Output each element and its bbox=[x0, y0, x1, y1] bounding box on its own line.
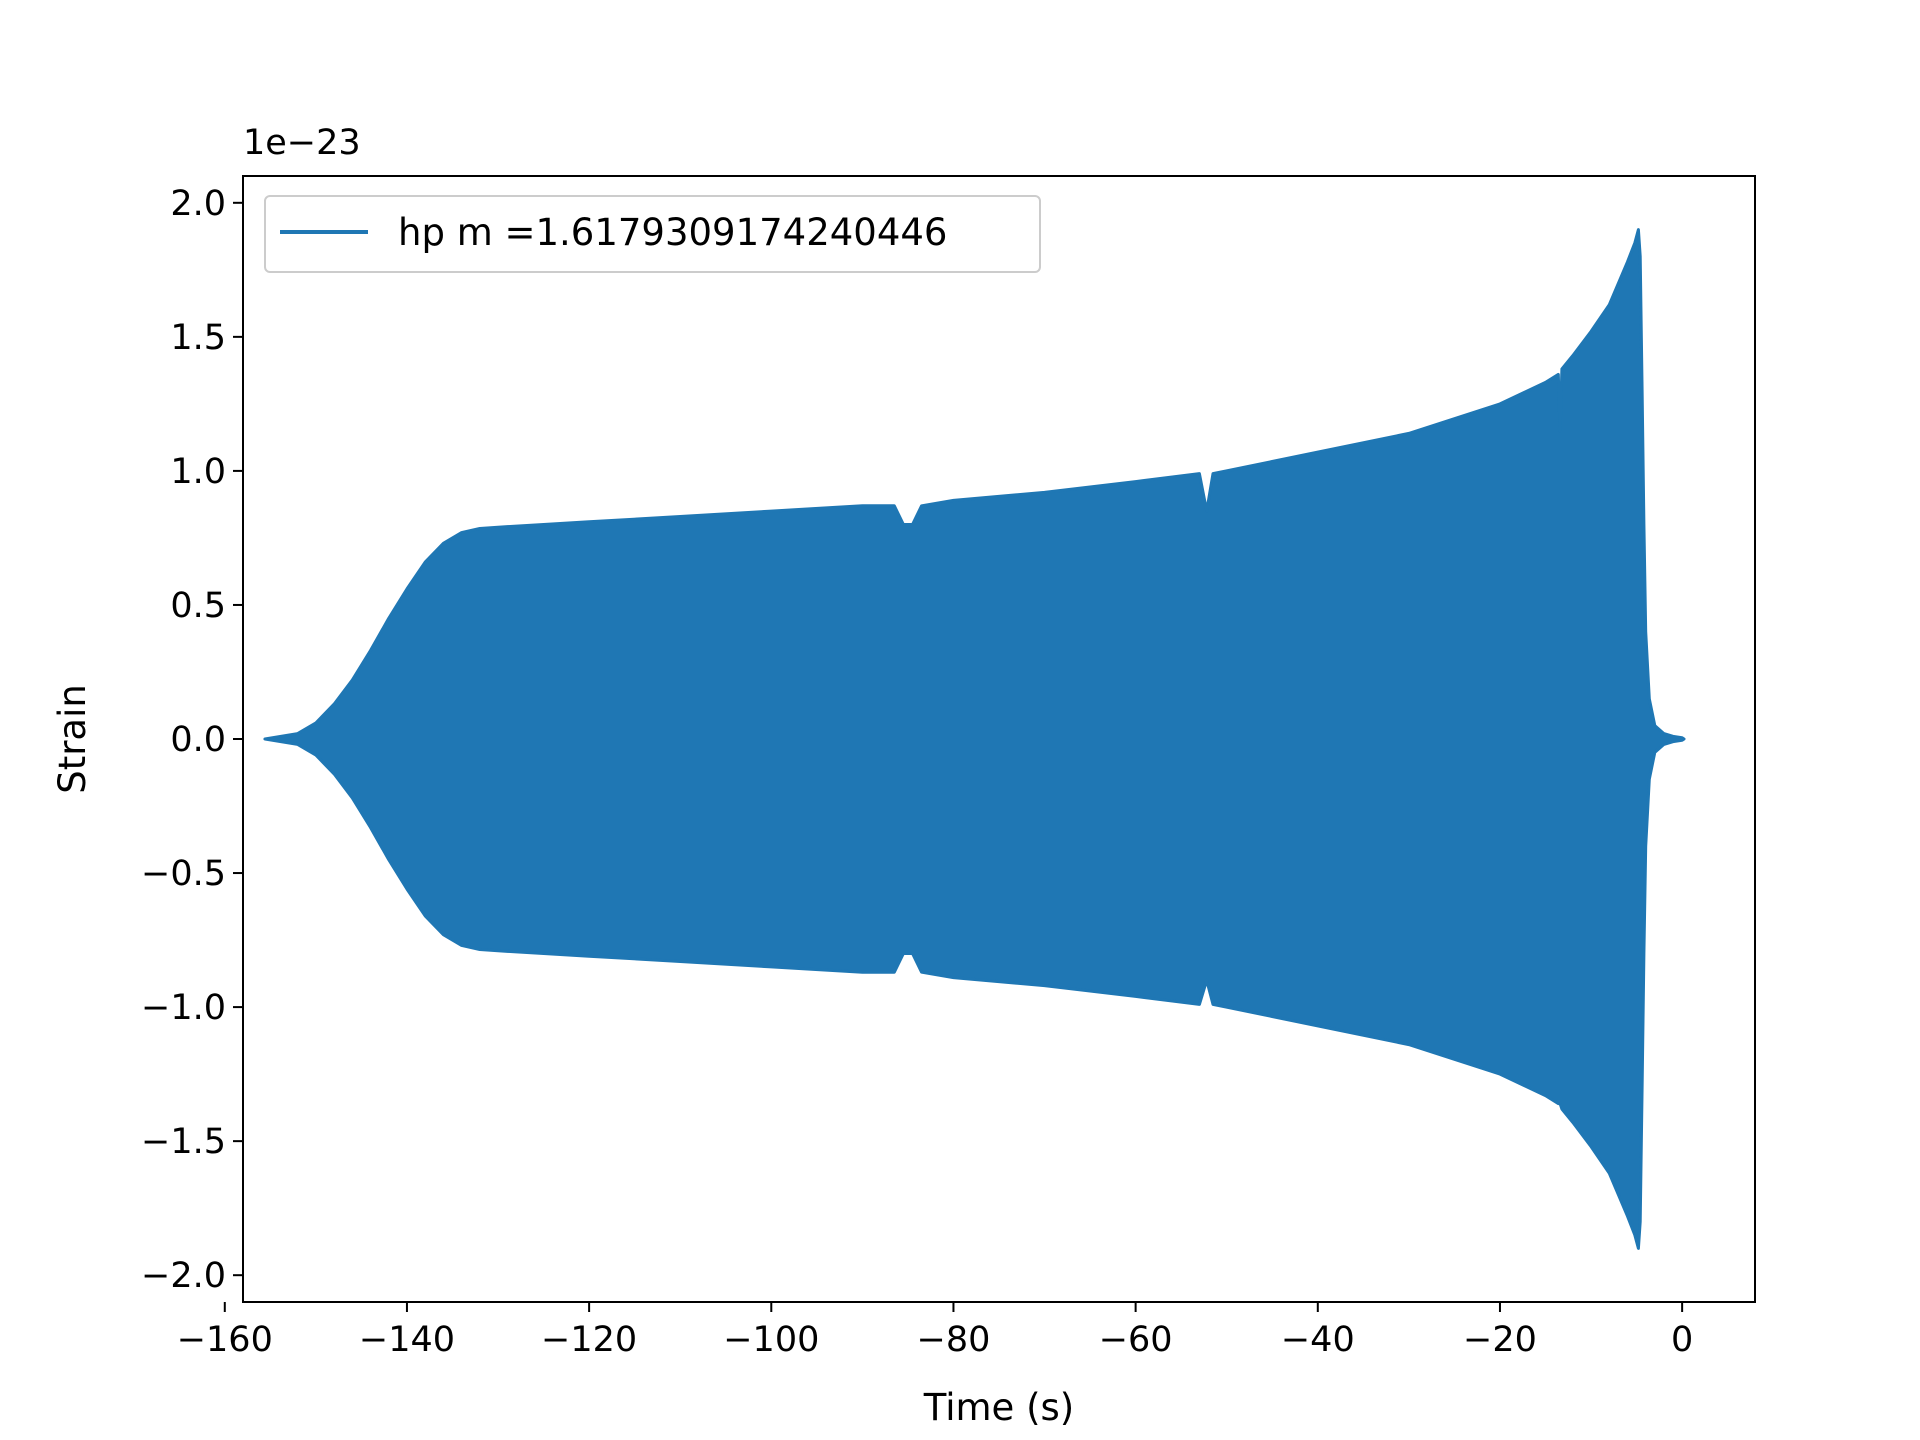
legend: hp m =1.6179309174240446 bbox=[264, 195, 1041, 273]
y-tick-label: −0.5 bbox=[141, 854, 226, 894]
y-axis-label: Strain bbox=[51, 684, 94, 794]
x-tick-label: 0 bbox=[1671, 1320, 1693, 1360]
y-tick-label: −1.0 bbox=[141, 988, 226, 1028]
x-tick-label: −140 bbox=[359, 1320, 455, 1360]
x-tick-label: −60 bbox=[1099, 1320, 1173, 1360]
x-tick-label: −120 bbox=[541, 1320, 637, 1360]
x-tick-label: −160 bbox=[177, 1320, 273, 1360]
y-tick-label: 0.0 bbox=[170, 720, 226, 760]
y-tick-label: −1.5 bbox=[141, 1122, 226, 1162]
plot-layer bbox=[263, 228, 1686, 1250]
y-axis-offset-text: 1e−23 bbox=[243, 123, 361, 163]
y-tick-label: 1.5 bbox=[170, 318, 226, 358]
x-tick-label: −20 bbox=[1463, 1320, 1537, 1360]
y-tick-label: 1.0 bbox=[170, 452, 226, 492]
y-tick-label: 0.5 bbox=[170, 586, 226, 626]
y-tick-label: −2.0 bbox=[141, 1256, 226, 1296]
legend-box bbox=[264, 195, 1041, 273]
x-tick-label: −100 bbox=[723, 1320, 819, 1360]
x-tick-label: −80 bbox=[917, 1320, 991, 1360]
legend-label: hp m =1.6179309174240446 bbox=[398, 211, 947, 254]
x-axis-label: Time (s) bbox=[923, 1386, 1074, 1429]
x-axis-ticks: −160 −140 −120 −100 −80 −60 −40 −20 0 bbox=[177, 1302, 1693, 1360]
series-waveform bbox=[263, 228, 1686, 1250]
y-axis-ticks: −2.0 −1.5 −1.0 −0.5 0.0 0.5 1.0 1.5 2.0 bbox=[141, 184, 243, 1296]
x-tick-label: −40 bbox=[1281, 1320, 1355, 1360]
y-tick-label: 2.0 bbox=[170, 184, 226, 224]
